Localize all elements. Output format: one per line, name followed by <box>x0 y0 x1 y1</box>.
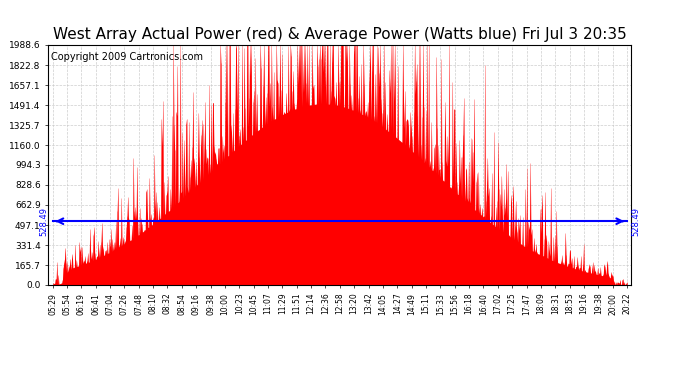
Text: 528.49: 528.49 <box>631 207 640 236</box>
Title: West Array Actual Power (red) & Average Power (Watts blue) Fri Jul 3 20:35: West Array Actual Power (red) & Average … <box>53 27 627 42</box>
Text: 528.49: 528.49 <box>39 207 48 236</box>
Text: Copyright 2009 Cartronics.com: Copyright 2009 Cartronics.com <box>51 52 204 62</box>
